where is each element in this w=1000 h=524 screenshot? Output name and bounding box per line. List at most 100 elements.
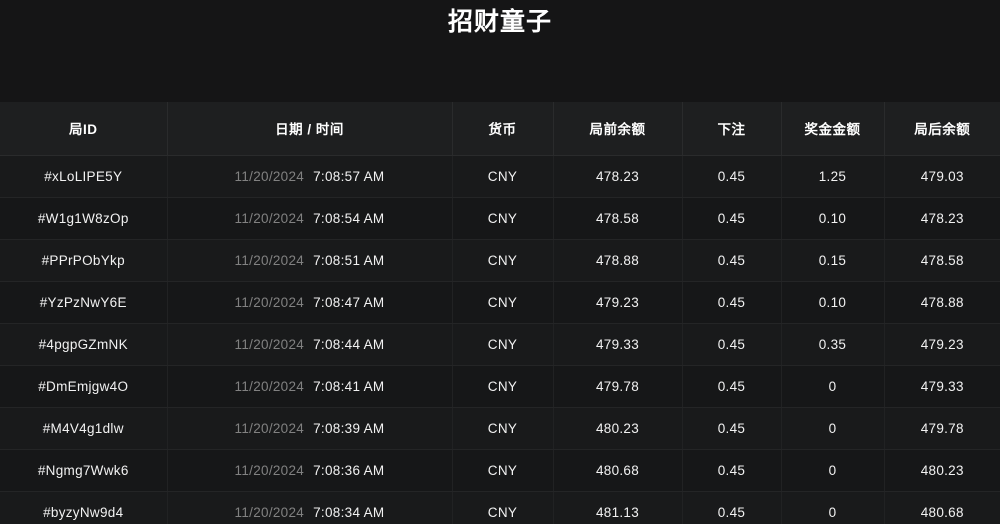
cell-time: 7:08:41 AM	[313, 378, 385, 394]
cell-currency: CNY	[452, 323, 554, 366]
cell-time: 7:08:39 AM	[313, 420, 385, 436]
cell-balance-before: 481.13	[553, 491, 683, 524]
cell-bet: 0.45	[682, 323, 782, 366]
cell-currency: CNY	[452, 239, 554, 282]
cell-bet: 0.45	[682, 197, 782, 240]
table-header-row: 局ID 日期 / 时间 货币 局前余额 下注 奖金金额 局后余额	[0, 102, 1000, 156]
cell-time: 7:08:47 AM	[313, 294, 385, 310]
cell-currency: CNY	[452, 155, 554, 198]
table-row[interactable]: #PPrPObYkp 11/20/2024 7:08:51 AM CNY 478.88 0…	[0, 239, 1000, 282]
table-row[interactable]: #4pgpGZmNK 11/20/2024 7:08:44 AM CNY 479.33 0…	[0, 323, 1000, 366]
cell-round-id: #YzPzNwY6E	[0, 281, 168, 324]
cell-bet: 0.45	[682, 365, 782, 408]
cell-date-time: 11/20/2024 7:08:36 AM	[167, 449, 453, 492]
cell-bet: 0.45	[682, 449, 782, 492]
cell-date-time: 11/20/2024 7:08:39 AM	[167, 407, 453, 450]
cell-time: 7:08:44 AM	[313, 336, 385, 352]
column-header-balance-before[interactable]: 局前余额	[553, 102, 683, 156]
cell-currency: CNY	[452, 449, 554, 492]
table-row[interactable]: #byzyNw9d4 11/20/2024 7:08:34 AM CNY 481.13 0…	[0, 491, 1000, 524]
cell-date: 11/20/2024	[234, 420, 305, 436]
cell-time: 7:08:51 AM	[313, 252, 385, 268]
cell-date: 11/20/2024	[234, 462, 305, 478]
table-row[interactable]: #xLoLIPE5Y 11/20/2024 7:08:57 AM CNY 478.23 0…	[0, 155, 1000, 198]
cell-date: 11/20/2024	[234, 504, 305, 520]
cell-currency: CNY	[452, 365, 554, 408]
cell-currency: CNY	[452, 281, 554, 324]
cell-date-time: 11/20/2024 7:08:51 AM	[167, 239, 453, 282]
column-header-win-amount[interactable]: 奖金金额	[781, 102, 885, 156]
cell-currency: CNY	[452, 197, 554, 240]
cell-balance-after: 480.68	[884, 491, 1000, 524]
cell-win-amount: 0	[781, 491, 885, 524]
table-body: #xLoLIPE5Y 11/20/2024 7:08:57 AM CNY 478.23 0…	[0, 155, 1000, 524]
cell-round-id: #byzyNw9d4	[0, 491, 168, 524]
cell-win-amount: 1.25	[781, 155, 885, 198]
column-header-round-id[interactable]: 局ID	[0, 102, 168, 156]
cell-balance-after: 478.23	[884, 197, 1000, 240]
cell-currency: CNY	[452, 407, 554, 450]
cell-balance-before: 478.58	[553, 197, 683, 240]
table-row[interactable]: #W1g1W8zOp 11/20/2024 7:08:54 AM CNY 478.58 0…	[0, 197, 1000, 240]
table-row[interactable]: #Ngmg7Wwk6 11/20/2024 7:08:36 AM CNY 480.68 0…	[0, 449, 1000, 492]
cell-currency: CNY	[452, 491, 554, 524]
cell-round-id: #PPrPObYkp	[0, 239, 168, 282]
cell-date-time: 11/20/2024 7:08:54 AM	[167, 197, 453, 240]
cell-win-amount: 0.15	[781, 239, 885, 282]
cell-round-id: #DmEmjgw4O	[0, 365, 168, 408]
cell-win-amount: 0	[781, 449, 885, 492]
cell-win-amount: 0	[781, 407, 885, 450]
cell-time: 7:08:34 AM	[313, 504, 385, 520]
cell-date-time: 11/20/2024 7:08:34 AM	[167, 491, 453, 524]
title-banner: 招财童子	[0, 0, 1000, 102]
column-header-currency[interactable]: 货币	[452, 102, 554, 156]
cell-date-time: 11/20/2024 7:08:44 AM	[167, 323, 453, 366]
column-header-balance-after[interactable]: 局后余额	[884, 102, 1000, 156]
column-header-date-time[interactable]: 日期 / 时间	[167, 102, 453, 156]
cell-round-id: #Ngmg7Wwk6	[0, 449, 168, 492]
cell-balance-before: 478.23	[553, 155, 683, 198]
cell-balance-after: 479.23	[884, 323, 1000, 366]
cell-date: 11/20/2024	[234, 336, 305, 352]
cell-round-id: #W1g1W8zOp	[0, 197, 168, 240]
cell-balance-before: 480.23	[553, 407, 683, 450]
cell-date-time: 11/20/2024 7:08:41 AM	[167, 365, 453, 408]
cell-win-amount: 0.35	[781, 323, 885, 366]
table-header: 局ID 日期 / 时间 货币 局前余额 下注 奖金金额 局后余额	[0, 102, 1000, 156]
cell-balance-before: 479.23	[553, 281, 683, 324]
cell-balance-before: 478.88	[553, 239, 683, 282]
cell-round-id: #M4V4g1dlw	[0, 407, 168, 450]
cell-win-amount: 0.10	[781, 281, 885, 324]
column-header-bet[interactable]: 下注	[682, 102, 782, 156]
cell-date-time: 11/20/2024 7:08:47 AM	[167, 281, 453, 324]
cell-bet: 0.45	[682, 407, 782, 450]
cell-balance-after: 479.03	[884, 155, 1000, 198]
cell-time: 7:08:54 AM	[313, 210, 385, 226]
cell-round-id: #4pgpGZmNK	[0, 323, 168, 366]
cell-balance-after: 479.78	[884, 407, 1000, 450]
table-row[interactable]: #DmEmjgw4O 11/20/2024 7:08:41 AM CNY 479.78 0…	[0, 365, 1000, 408]
cell-bet: 0.45	[682, 281, 782, 324]
cell-balance-before: 480.68	[553, 449, 683, 492]
cell-time: 7:08:57 AM	[313, 168, 385, 184]
cell-time: 7:08:36 AM	[313, 462, 385, 478]
cell-balance-before: 479.33	[553, 323, 683, 366]
cell-balance-after: 478.58	[884, 239, 1000, 282]
game-history-table: 局ID 日期 / 时间 货币 局前余额 下注 奖金金额 局后余额 #xLoLIP…	[0, 102, 1000, 524]
cell-date: 11/20/2024	[234, 168, 305, 184]
cell-balance-after: 478.88	[884, 281, 1000, 324]
cell-date: 11/20/2024	[234, 294, 305, 310]
cell-balance-after: 480.23	[884, 449, 1000, 492]
table-row[interactable]: #M4V4g1dlw 11/20/2024 7:08:39 AM CNY 480.23 0…	[0, 407, 1000, 450]
page-title: 招财童子	[447, 8, 552, 36]
cell-bet: 0.45	[682, 155, 782, 198]
cell-date: 11/20/2024	[234, 378, 305, 394]
cell-date: 11/20/2024	[234, 252, 305, 268]
cell-bet: 0.45	[682, 491, 782, 524]
cell-round-id: #xLoLIPE5Y	[0, 155, 168, 198]
cell-balance-before: 479.78	[553, 365, 683, 408]
table-row[interactable]: #YzPzNwY6E 11/20/2024 7:08:47 AM CNY 479.23 0…	[0, 281, 1000, 324]
cell-date-time: 11/20/2024 7:08:57 AM	[167, 155, 453, 198]
cell-win-amount: 0	[781, 365, 885, 408]
